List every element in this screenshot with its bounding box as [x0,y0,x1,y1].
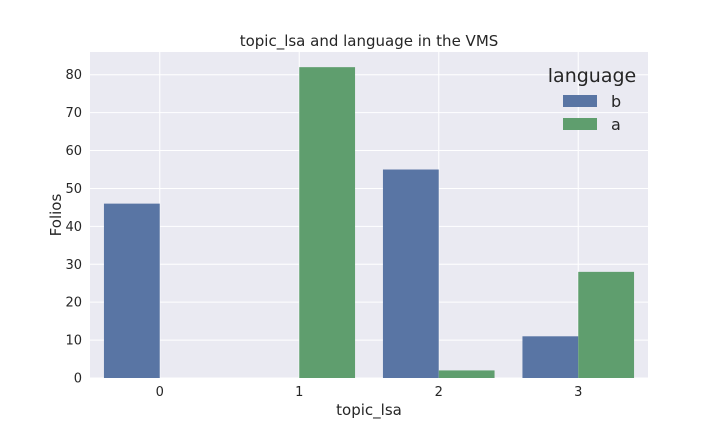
y-tick-label: 50 [65,182,82,197]
bar-a-2 [438,370,495,378]
legend: language b a [548,65,636,134]
x-axis-label: topic_lsa [336,401,402,420]
y-tick-label: 0 [74,372,82,387]
y-tick-label: 30 [65,258,82,273]
x-axis-ticks: 0 1 2 3 [156,385,583,400]
y-axis-ticks: 0 10 20 30 40 50 60 70 80 [65,68,82,386]
bar-b-2 [382,169,439,378]
y-tick-label: 80 [65,68,82,83]
legend-label-a: a [611,115,621,134]
bar-a-1 [299,67,356,379]
y-tick-label: 10 [65,334,82,349]
legend-label-b: b [611,92,621,111]
chart-title: topic_lsa and language in the VMS [240,32,499,51]
legend-swatch-a [563,118,597,130]
y-tick-label: 60 [65,144,82,159]
y-tick-label: 40 [65,220,82,235]
bars [103,67,635,379]
legend-swatch-b [563,95,597,107]
y-tick-label: 20 [65,296,82,311]
x-tick-label: 2 [435,385,443,400]
x-tick-label: 0 [156,385,164,400]
legend-title: language [548,65,636,87]
x-tick-label: 1 [295,385,303,400]
x-tick-label: 3 [574,385,582,400]
y-tick-label: 70 [65,106,82,121]
bar-b-0 [103,203,160,378]
plot-background [90,52,648,378]
bar-a-3 [578,271,635,378]
y-axis-label: Folios [47,194,65,237]
bar-b-3 [522,336,579,378]
